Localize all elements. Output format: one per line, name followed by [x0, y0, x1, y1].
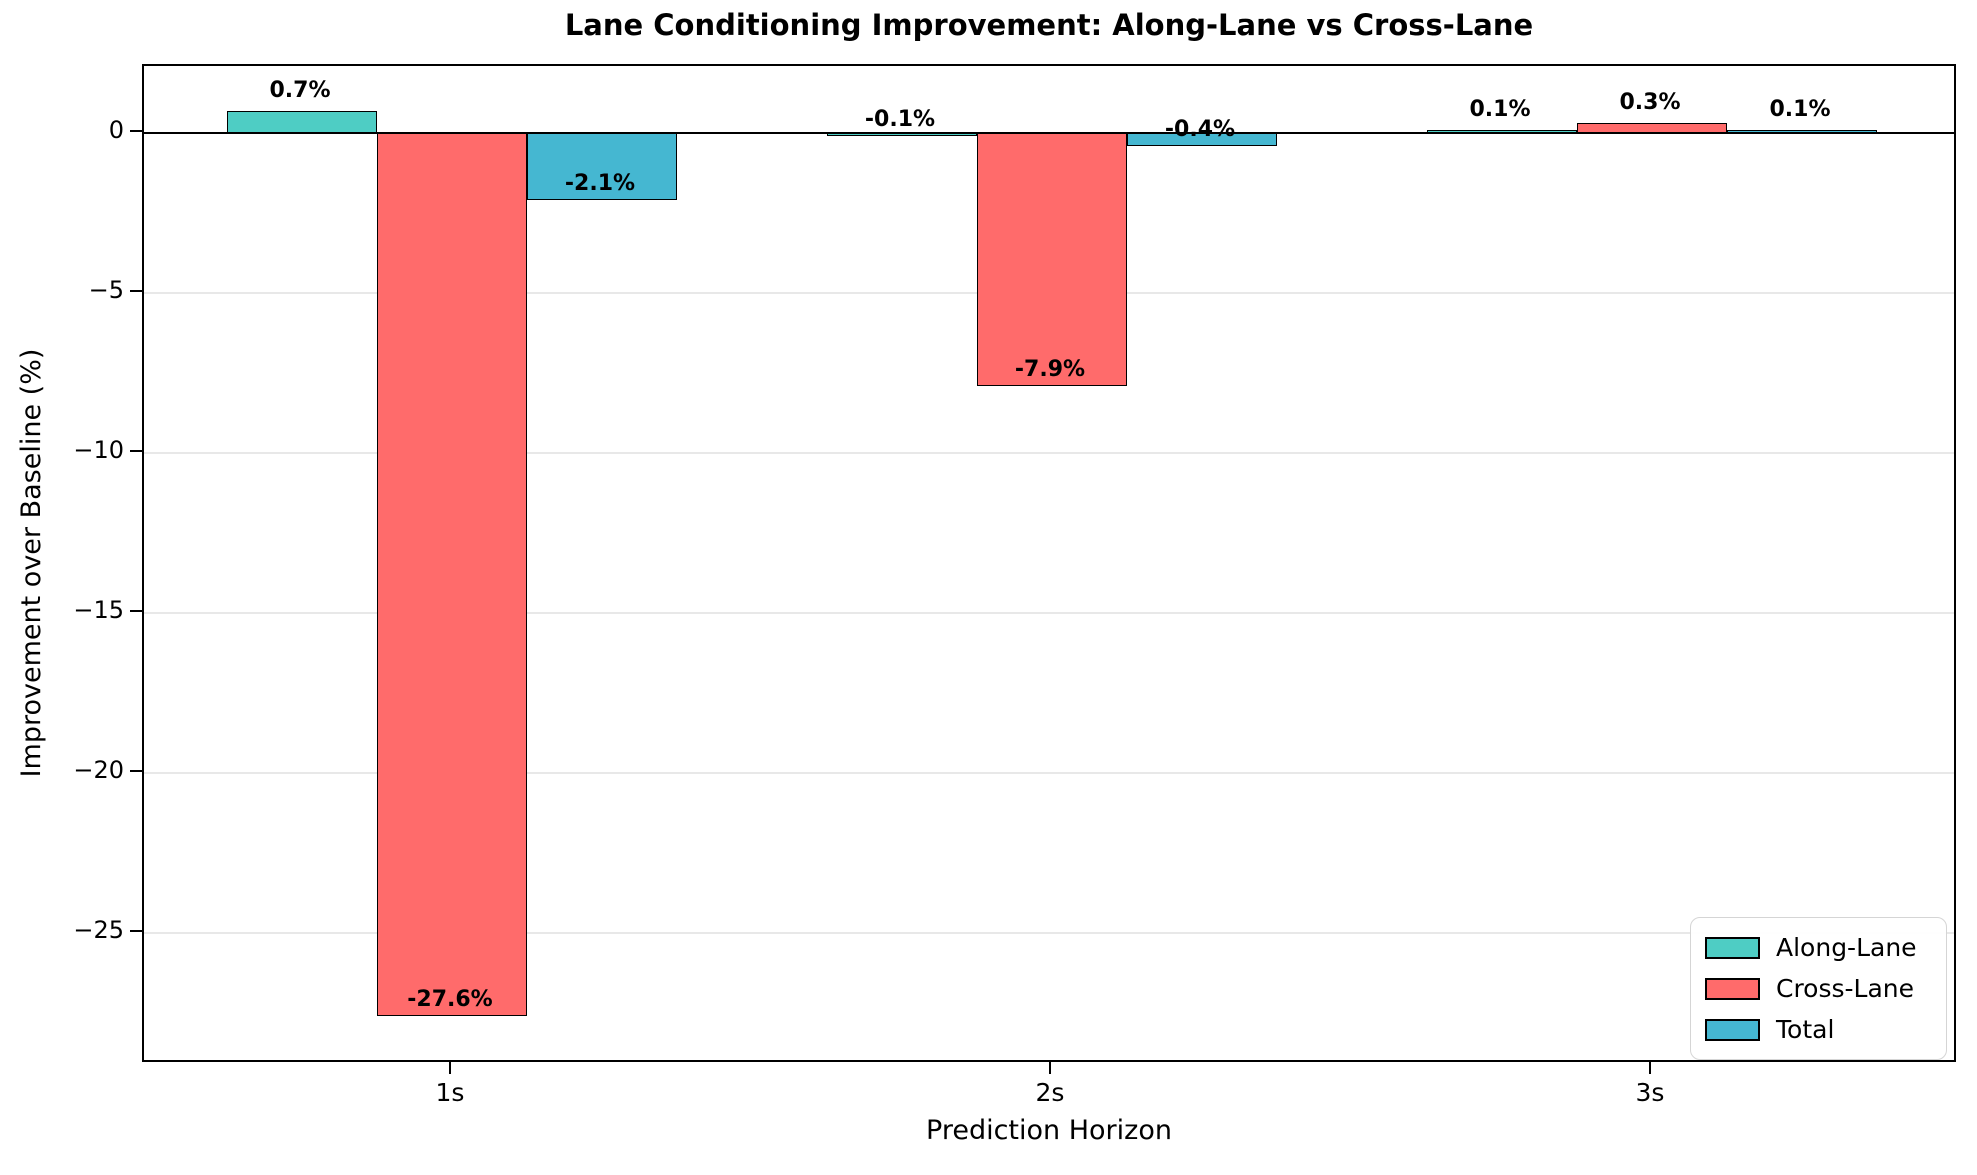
bar-cross-lane-1s [377, 133, 527, 1017]
y-tick-mark [130, 610, 142, 613]
y-tick-label: −20 [73, 756, 124, 784]
bar-value-label: -7.9% [1014, 356, 1086, 382]
bar-along-lane-2s [827, 133, 977, 137]
y-gridline [144, 612, 1954, 614]
bar-value-label: -2.1% [564, 171, 636, 197]
y-gridline [144, 452, 1954, 454]
bar-value-label: -27.6% [407, 987, 493, 1013]
bar-value-label: 0.1% [1469, 96, 1531, 122]
y-gridline [144, 772, 1954, 774]
x-tick-label: 3s [1635, 1078, 1665, 1107]
bar-value-label: -0.4% [1164, 116, 1236, 142]
legend-item-cross-lane: Cross-Lane [1705, 968, 1946, 1009]
bar-value-label: 0.7% [269, 77, 331, 103]
y-tick-label: −15 [73, 596, 124, 624]
zero-baseline [144, 132, 1954, 134]
y-tick-mark [130, 290, 142, 293]
legend-item-along-lane: Along-Lane [1705, 927, 1946, 968]
legend-swatch-icon [1705, 1018, 1760, 1041]
y-gridline [144, 932, 1954, 934]
chart-title: Lane Conditioning Improvement: Along-Lan… [564, 8, 1534, 42]
y-tick-mark [130, 770, 142, 773]
y-tick-label: −5 [88, 276, 124, 304]
y-tick-mark [130, 930, 142, 933]
y-axis-label: Improvement over Baseline (%) [16, 348, 47, 778]
legend-item-total: Total [1705, 1009, 1946, 1050]
y-tick-label: −25 [73, 916, 124, 944]
bar-total-3s [1727, 129, 1877, 133]
x-tick-label: 2s [1035, 1078, 1065, 1107]
bar-along-lane-3s [1427, 129, 1577, 133]
legend-swatch-icon [1705, 936, 1760, 959]
legend-label: Cross-Lane [1776, 974, 1915, 1003]
y-tick-label: −10 [73, 436, 124, 464]
plot-area: Along-Lane Cross-Lane Total [142, 64, 1956, 1062]
y-tick-mark [130, 450, 142, 453]
y-tick-mark [130, 130, 142, 133]
legend-swatch-icon [1705, 977, 1760, 1000]
x-tick-label: 1s [435, 1078, 465, 1107]
x-axis-label: Prediction Horizon [926, 1115, 1172, 1146]
legend-label: Total [1776, 1015, 1835, 1044]
y-tick-label: 0 [108, 116, 124, 144]
bar-total-2s [1127, 133, 1277, 146]
x-tick-mark [449, 1062, 452, 1074]
bar-total-1s [527, 133, 677, 201]
x-tick-mark [1649, 1062, 1652, 1074]
legend-label: Along-Lane [1776, 933, 1917, 962]
x-tick-mark [1049, 1062, 1052, 1074]
bar-along-lane-1s [227, 110, 377, 133]
bar-cross-lane-3s [1577, 123, 1727, 133]
bar-value-label: -0.1% [864, 107, 936, 133]
bar-value-label: 0.3% [1619, 90, 1681, 116]
bar-value-label: 0.1% [1769, 96, 1831, 122]
legend: Along-Lane Cross-Lane Total [1690, 917, 1947, 1060]
bar-cross-lane-2s [977, 133, 1127, 386]
